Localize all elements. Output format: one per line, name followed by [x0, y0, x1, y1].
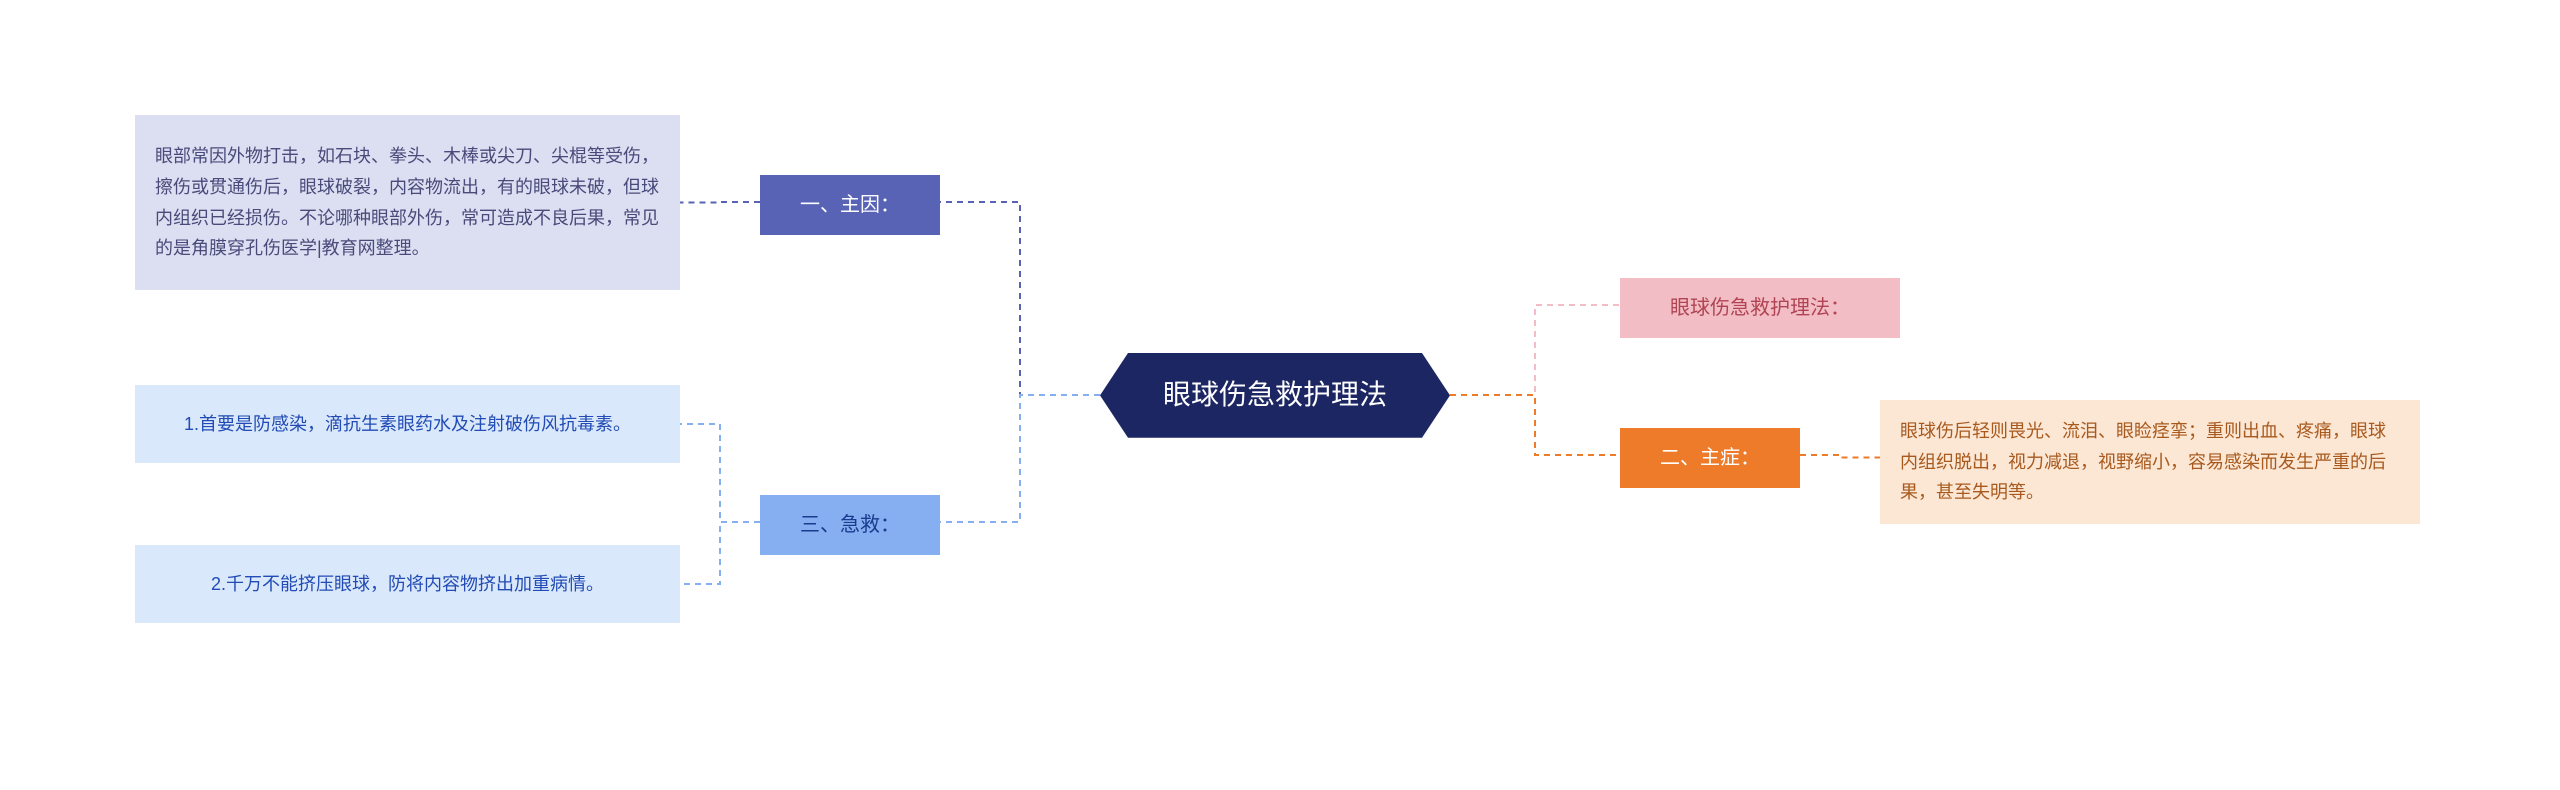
branch-b3: 眼球伤急救护理法： [1620, 278, 1900, 338]
branch-b2: 三、急救： [760, 495, 940, 555]
leaf-b4c1: 眼球伤后轻则畏光、流泪、眼睑痉挛；重则出血、疼痛，眼球内组织脱出，视力减退，视野… [1880, 400, 2420, 524]
leaf-b2c1: 1.首要是防感染，滴抗生素眼药水及注射破伤风抗毒素。 [135, 385, 680, 463]
leaf-b1c1: 眼部常因外物打击，如石块、拳头、木棒或尖刀、尖棍等受伤，擦伤或贯通伤后，眼球破裂… [135, 115, 680, 290]
center-node: 眼球伤急救护理法 [1100, 353, 1450, 438]
leaf-b2c2: 2.千万不能挤压眼球，防将内容物挤出加重病情。 [135, 545, 680, 623]
branch-b1: 一、主因： [760, 175, 940, 235]
branch-b4: 二、主症： [1620, 428, 1800, 488]
